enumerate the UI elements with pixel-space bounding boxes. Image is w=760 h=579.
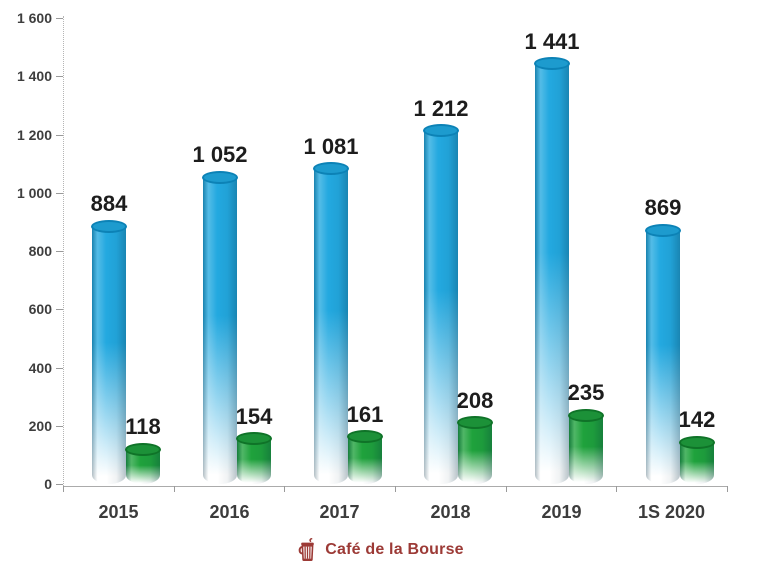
y-axis-tick-mark [56, 309, 63, 310]
bar-cap-blue-series [645, 224, 681, 237]
bar-value-label-blue-series: 869 [644, 195, 682, 220]
bar-cap-blue-series [534, 57, 570, 70]
bar-value-label-blue-series: 884 [90, 191, 128, 216]
bar-cap-green-series [347, 430, 383, 443]
x-axis-category-label: 1S 2020 [637, 502, 706, 522]
x-axis-category-label: 2016 [209, 502, 250, 522]
bar-cap-green-series [568, 409, 604, 422]
y-axis-line [63, 16, 64, 486]
bar-value-label-green-series: 235 [567, 380, 605, 405]
bar-value-label-blue-series: 1 441 [524, 29, 580, 54]
x-axis-tick-mark [284, 486, 285, 492]
y-axis-tick-label: 0 [44, 476, 52, 492]
bar-value-label-green-series: 118 [125, 414, 161, 439]
bar-cap-blue-series [423, 124, 459, 137]
x-axis-tick-mark [727, 486, 728, 492]
y-axis-tick-label: 600 [28, 301, 52, 318]
bar-green-series-1S-2020 [679, 436, 715, 484]
x-axis-category-label: 2018 [430, 502, 471, 522]
x-axis-category-label: 2017 [319, 502, 360, 522]
y-axis-tick-mark [56, 251, 63, 252]
bar-value-label-blue-series: 1 212 [413, 96, 469, 121]
bar-cap-blue-series [313, 162, 349, 175]
x-axis-tick-mark [174, 486, 175, 492]
y-axis-tick-mark [56, 193, 63, 194]
footer-logo-text: Café de la Bourse [325, 541, 464, 558]
bar-blue-series-2016 [202, 171, 238, 484]
bar-value-label-green-series: 154 [235, 404, 273, 429]
bar-value-label-blue-series: 1 081 [303, 134, 359, 159]
y-axis-tick-mark [56, 368, 63, 369]
bar-cap-blue-series [91, 220, 127, 233]
bar-blue-series-2015 [91, 220, 127, 484]
bar-cap-blue-series [202, 171, 238, 184]
y-axis-tick-mark [56, 135, 63, 136]
y-axis-tick-mark [56, 426, 63, 427]
x-axis-tick-mark [506, 486, 507, 492]
bar-cap-green-series [236, 432, 272, 445]
x-axis-tick-mark [63, 486, 64, 492]
y-axis-tick-label: 400 [28, 359, 52, 376]
y-axis-tick-label: 800 [28, 243, 52, 259]
bar-value-label-green-series: 208 [456, 388, 494, 413]
bar-green-series-2016 [236, 432, 272, 484]
bar-blue-series-2018 [423, 124, 459, 484]
bar-blue-series-2019 [534, 57, 570, 484]
bar-cap-green-series [457, 416, 493, 429]
y-axis-tick-label: 1 400 [16, 68, 52, 85]
y-axis-tick-mark [56, 18, 63, 19]
y-axis-tick-mark [56, 484, 63, 485]
footer-logo: Café de la Bourse [0, 536, 760, 564]
y-axis-tick-label: 1 600 [16, 10, 52, 26]
y-axis-tick-label: 200 [28, 417, 52, 434]
x-axis-tick-mark [395, 486, 396, 492]
x-axis-category-label: 2015 [98, 502, 139, 522]
y-axis-tick-label: 1 000 [16, 184, 52, 201]
bar-cap-green-series [125, 443, 161, 456]
bar-green-series-2015 [125, 443, 161, 484]
bar-green-series-2019 [568, 409, 604, 484]
x-axis-tick-mark [616, 486, 617, 492]
bar-green-series-2017 [347, 430, 383, 484]
bar-value-label-blue-series: 1 052 [192, 142, 248, 167]
bar-cap-green-series [679, 436, 715, 449]
y-axis-tick-mark [56, 76, 63, 77]
x-axis-category-label: 2019 [541, 502, 582, 522]
bar-blue-series-2017 [313, 162, 349, 484]
bar-blue-series-1S-2020 [645, 224, 681, 484]
bar-value-label-green-series: 142 [678, 407, 716, 432]
bar-green-series-2018 [457, 416, 493, 484]
y-axis-tick-label: 1 200 [16, 126, 52, 143]
coffee-pot-icon [296, 538, 318, 562]
bar-value-label-green-series: 161 [346, 402, 384, 427]
